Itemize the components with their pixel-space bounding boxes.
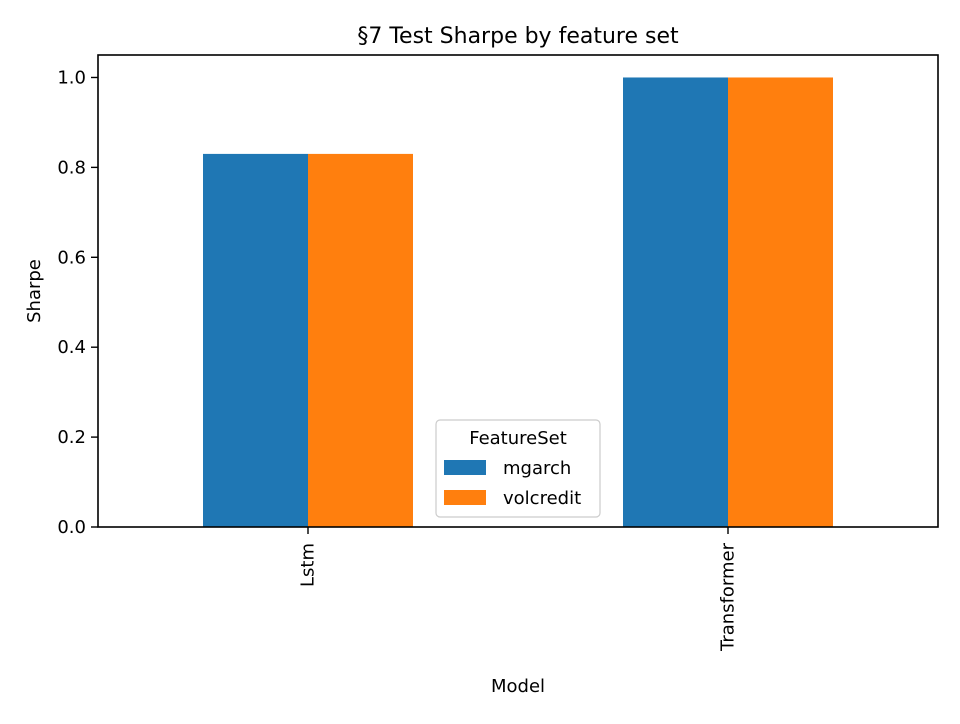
legend: FeatureSet mgarch volcredit bbox=[435, 419, 601, 518]
y-axis: 0.0 0.2 0.4 0.6 0.8 1.0 bbox=[57, 67, 98, 538]
bar-mgarch-lstm bbox=[203, 153, 308, 527]
y-tick-label: 0.0 bbox=[57, 517, 86, 538]
legend-label-mgarch: mgarch bbox=[503, 458, 571, 479]
bar-volcredit-lstm bbox=[308, 153, 413, 527]
x-tick-label-lstm: Lstm bbox=[298, 543, 319, 587]
bar-volcredit-transformer bbox=[728, 77, 833, 527]
y-tick-label: 0.2 bbox=[57, 427, 86, 448]
y-tick-label: 1.0 bbox=[57, 67, 86, 88]
y-tick-label: 0.8 bbox=[57, 157, 86, 178]
legend-title: FeatureSet bbox=[469, 428, 567, 449]
x-axis-label: Model bbox=[491, 676, 545, 697]
legend-swatch-volcredit bbox=[444, 490, 486, 505]
x-axis: Lstm Transformer bbox=[298, 527, 739, 652]
y-tick-label: 0.4 bbox=[57, 337, 86, 358]
legend-swatch-mgarch bbox=[444, 460, 486, 475]
y-tick-label: 0.6 bbox=[57, 247, 86, 268]
chart-title: §7 Test Sharpe by feature set bbox=[357, 24, 679, 49]
legend-label-volcredit: volcredit bbox=[503, 488, 581, 509]
bars-group bbox=[203, 77, 833, 527]
plot-frame bbox=[97, 54, 939, 528]
x-tick-label-transformer: Transformer bbox=[718, 542, 739, 652]
y-axis-label: Sharpe bbox=[24, 259, 45, 323]
bar-mgarch-transformer bbox=[623, 77, 728, 527]
